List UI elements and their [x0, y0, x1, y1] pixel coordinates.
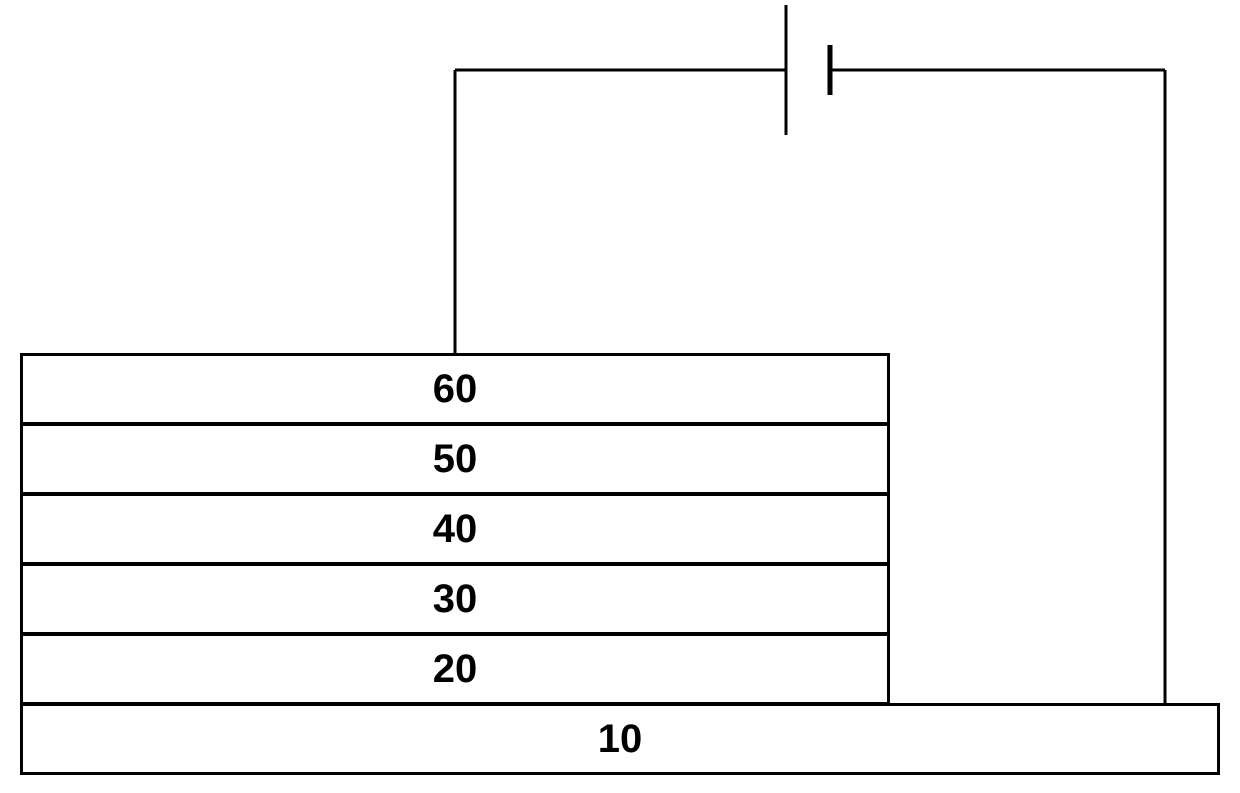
circuit-wiring — [0, 0, 1240, 793]
